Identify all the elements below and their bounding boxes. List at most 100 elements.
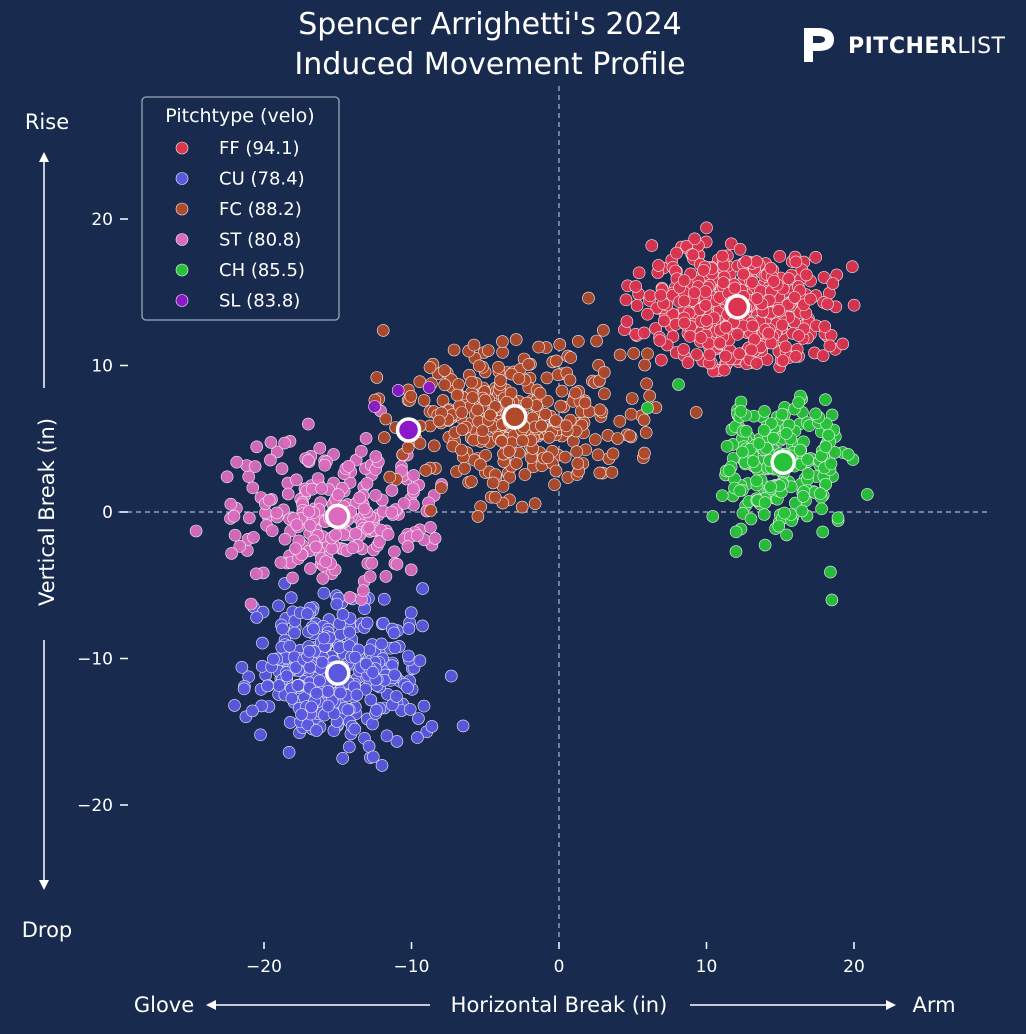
- data-point-st: [270, 506, 284, 520]
- data-point-ff: [800, 268, 813, 282]
- data-point-cu: [377, 592, 391, 606]
- data-point-st: [313, 441, 327, 455]
- data-point-cu: [336, 608, 350, 621]
- data-point-fc: [510, 457, 523, 470]
- data-point-cu: [402, 649, 415, 663]
- data-point-fc: [417, 394, 431, 407]
- data-point-st: [356, 584, 370, 597]
- data-point-fc: [496, 345, 509, 359]
- data-point-cu: [342, 740, 356, 754]
- data-point-fc: [432, 414, 446, 428]
- data-point-fc: [512, 372, 526, 385]
- data-point-fc: [570, 445, 584, 459]
- data-point-ff: [750, 255, 763, 268]
- data-point-ff: [677, 343, 690, 356]
- data-point-ch: [860, 488, 874, 501]
- data-point-fc: [376, 324, 390, 337]
- legend-marker-fc: [175, 202, 189, 216]
- data-point-cu: [317, 631, 331, 645]
- y-tick-label: 10: [91, 357, 113, 377]
- data-point-ff: [703, 348, 716, 362]
- data-point-ch: [757, 424, 771, 437]
- y-tick-label: −10: [77, 650, 113, 670]
- data-point-ch: [739, 424, 753, 438]
- drop-label: Drop: [22, 918, 73, 942]
- data-point-fc: [638, 358, 652, 372]
- data-point-cu: [246, 704, 259, 718]
- data-point-ff: [677, 274, 691, 287]
- data-point-cu: [317, 586, 331, 600]
- mean-marker-sl: [395, 417, 422, 443]
- data-point-fc: [495, 434, 509, 448]
- data-point-ff: [686, 248, 700, 262]
- data-point-cu: [284, 591, 298, 605]
- data-point-cu: [282, 745, 296, 759]
- data-point-cu: [417, 699, 431, 713]
- data-point-fc: [476, 424, 490, 438]
- data-point-fc: [455, 406, 469, 419]
- data-point-st: [385, 505, 399, 519]
- data-point-ff: [697, 263, 710, 277]
- svg-text:PITCHERLIST: PITCHERLIST: [848, 34, 1006, 59]
- data-point-fc: [539, 407, 552, 421]
- data-point-fc: [413, 437, 427, 450]
- data-point-fc: [447, 343, 461, 357]
- data-point-cu: [390, 735, 404, 748]
- data-point-cu: [313, 674, 326, 688]
- data-point-st: [349, 527, 363, 541]
- data-point-ff: [699, 299, 713, 312]
- data-point-ch: [828, 446, 842, 459]
- legend-label-cu: CU (78.4): [219, 169, 305, 190]
- x-tick-label: −10: [394, 957, 430, 977]
- legend: Pitchtype (velo) FF (94.1) CU (78.4) FC (8…: [141, 96, 340, 321]
- legend-title: Pitchtype (velo): [165, 105, 314, 127]
- data-point-ff: [716, 249, 729, 263]
- data-point-cu: [375, 637, 388, 651]
- data-point-ch: [824, 565, 837, 579]
- data-point-fc: [624, 407, 638, 421]
- data-point-ch: [819, 477, 833, 491]
- data-point-ff: [772, 303, 786, 317]
- data-point-fc: [423, 361, 437, 374]
- data-point-fc: [379, 412, 393, 426]
- data-point-fc: [488, 490, 502, 504]
- data-point-ff: [776, 354, 790, 367]
- data-point-st: [342, 459, 355, 473]
- data-point-ff: [745, 343, 758, 357]
- data-point-ff: [826, 277, 840, 290]
- data-point-st: [301, 454, 315, 467]
- data-point-st: [243, 511, 256, 525]
- data-point-ff: [836, 337, 850, 351]
- data-point-ff: [767, 274, 781, 288]
- data-point-ff: [713, 336, 727, 350]
- glove-arrow: [206, 1000, 430, 1010]
- data-point-cu: [307, 622, 320, 636]
- data-point-ch: [825, 408, 839, 422]
- data-point-cu: [370, 703, 383, 717]
- legend-box: [141, 96, 340, 321]
- data-point-fc: [401, 441, 415, 455]
- data-point-ch: [720, 439, 734, 453]
- data-point-st: [281, 487, 295, 501]
- x-tick-label: 10: [696, 957, 718, 977]
- data-point-ff: [745, 275, 759, 289]
- x-tick-label: 20: [843, 957, 865, 977]
- data-point-ch: [796, 490, 810, 503]
- data-point-st: [381, 528, 395, 541]
- data-point-ff: [739, 255, 753, 268]
- data-point-cu: [310, 724, 323, 737]
- data-point-ch: [734, 404, 748, 418]
- data-point-fc: [481, 344, 495, 357]
- legend-label-sl: SL (83.8): [219, 291, 300, 312]
- data-point-fc: [569, 386, 582, 400]
- data-point-fc: [559, 419, 573, 433]
- data-point-fc: [640, 377, 653, 391]
- data-point-cu: [272, 599, 285, 613]
- data-point-ff: [804, 292, 817, 306]
- chart-title-line-1: Spencer Arrighetti's 2024: [298, 7, 682, 42]
- data-point-fc: [455, 423, 469, 436]
- data-point-fc: [597, 365, 611, 379]
- series-sl: [368, 381, 436, 413]
- data-point-fc: [558, 450, 572, 464]
